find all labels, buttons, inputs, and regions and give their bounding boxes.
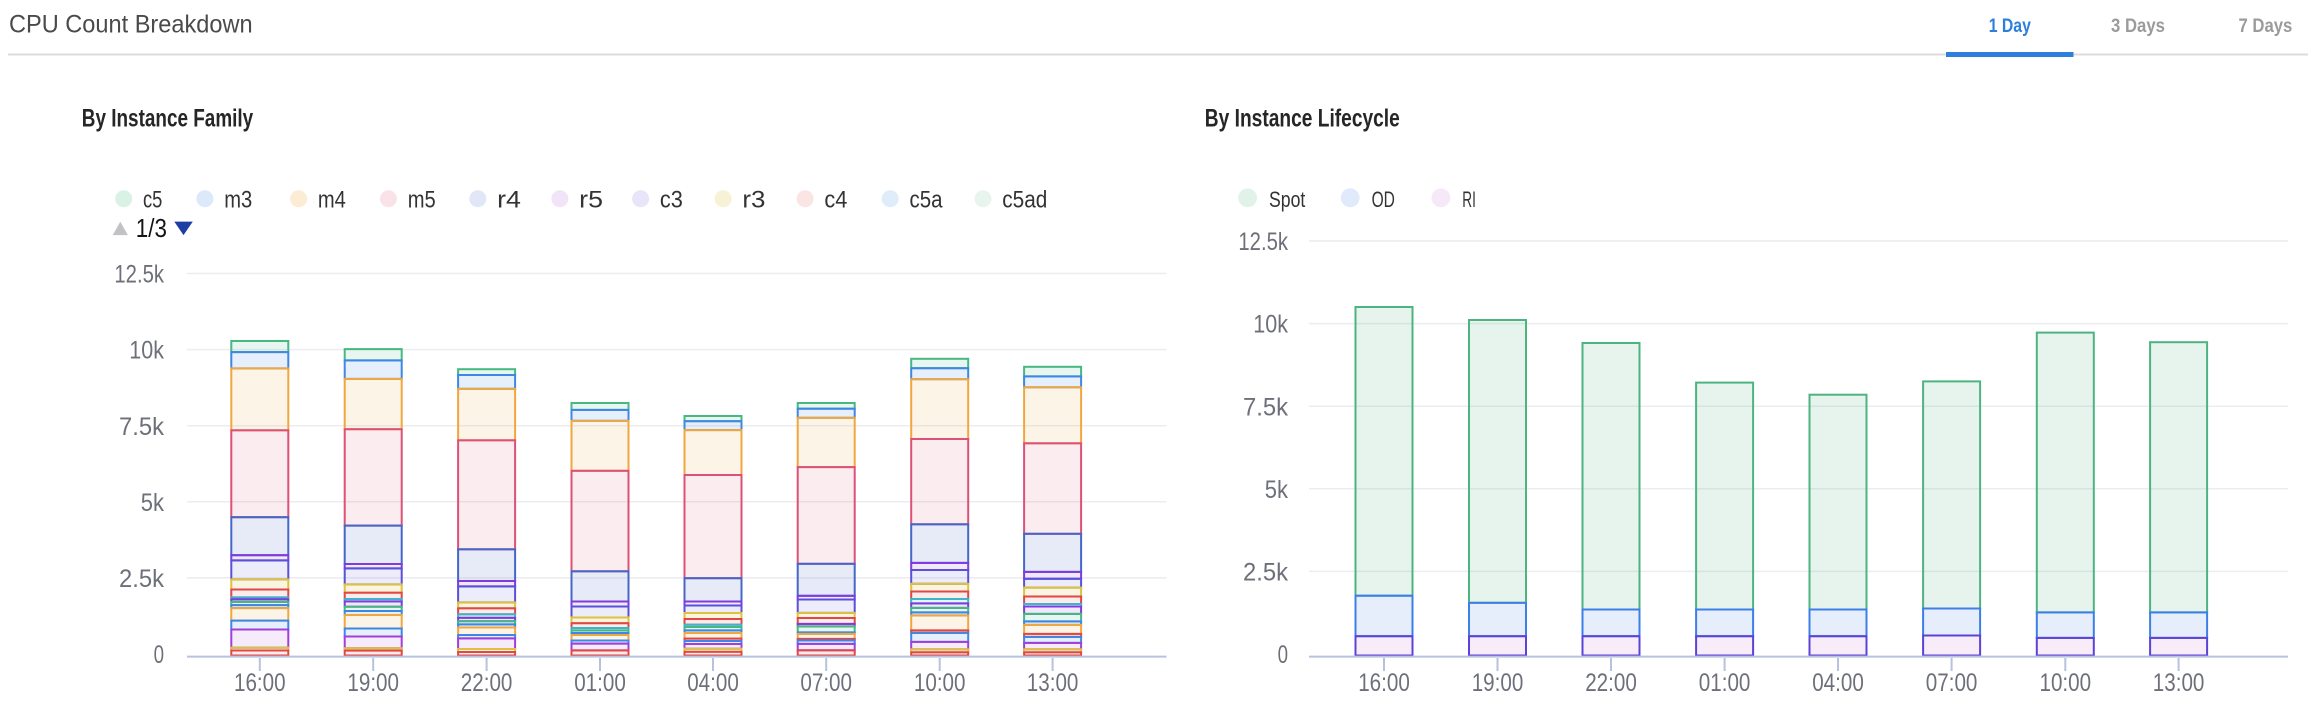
svg-text:0: 0 (154, 641, 164, 669)
svg-text:16:00: 16:00 (234, 669, 286, 697)
svg-text:04:00: 04:00 (687, 669, 739, 697)
svg-text:c5a: c5a (910, 186, 944, 213)
svg-text:c5: c5 (143, 186, 162, 213)
svg-text:1/3: 1/3 (136, 213, 167, 243)
svg-text:By Instance Family: By Instance Family (82, 104, 253, 132)
svg-text:10k: 10k (129, 337, 164, 365)
svg-text:CPU Count Breakdown: CPU Count Breakdown (9, 10, 253, 38)
svg-text:13:00: 13:00 (1027, 669, 1079, 697)
svg-text:19:00: 19:00 (1472, 669, 1524, 697)
svg-text:01:00: 01:00 (574, 669, 626, 697)
svg-text:16:00: 16:00 (1358, 669, 1410, 697)
svg-text:m3: m3 (224, 186, 252, 213)
svg-text:10k: 10k (1253, 311, 1288, 339)
svg-text:7 Days: 7 Days (2238, 16, 2292, 37)
svg-text:22:00: 22:00 (1585, 669, 1637, 697)
svg-text:OD: OD (1372, 187, 1395, 212)
svg-text:c4: c4 (824, 186, 847, 213)
svg-text:c3: c3 (660, 186, 683, 213)
svg-text:01:00: 01:00 (1699, 669, 1751, 697)
svg-text:m4: m4 (318, 186, 346, 213)
svg-text:RI: RI (1462, 187, 1476, 212)
svg-text:5k: 5k (141, 489, 165, 517)
svg-text:r3: r3 (742, 186, 765, 213)
svg-text:3 Days: 3 Days (2111, 16, 2165, 37)
svg-text:0: 0 (1278, 641, 1288, 669)
svg-text:m5: m5 (408, 186, 436, 213)
svg-text:c5ad: c5ad (1002, 186, 1047, 213)
svg-text:12.5k: 12.5k (1238, 228, 1288, 256)
svg-text:r5: r5 (579, 186, 603, 213)
svg-text:22:00: 22:00 (461, 669, 513, 697)
svg-text:7.5k: 7.5k (119, 413, 164, 441)
svg-text:2.5k: 2.5k (119, 565, 164, 593)
svg-text:r4: r4 (497, 186, 521, 213)
svg-text:19:00: 19:00 (347, 669, 399, 697)
svg-text:10:00: 10:00 (914, 669, 966, 697)
svg-text:07:00: 07:00 (800, 669, 852, 697)
svg-text:2.5k: 2.5k (1243, 559, 1288, 587)
svg-text:1 Day: 1 Day (1989, 16, 2032, 37)
svg-text:04:00: 04:00 (1812, 669, 1864, 697)
svg-text:10:00: 10:00 (2040, 669, 2092, 697)
svg-text:5k: 5k (1265, 476, 1289, 504)
svg-text:7.5k: 7.5k (1243, 393, 1288, 421)
svg-text:13:00: 13:00 (2153, 669, 2205, 697)
svg-text:By Instance Lifecycle: By Instance Lifecycle (1205, 104, 1400, 132)
svg-text:12.5k: 12.5k (114, 261, 164, 289)
svg-text:07:00: 07:00 (1926, 669, 1978, 697)
svg-text:Spot: Spot (1269, 187, 1305, 212)
